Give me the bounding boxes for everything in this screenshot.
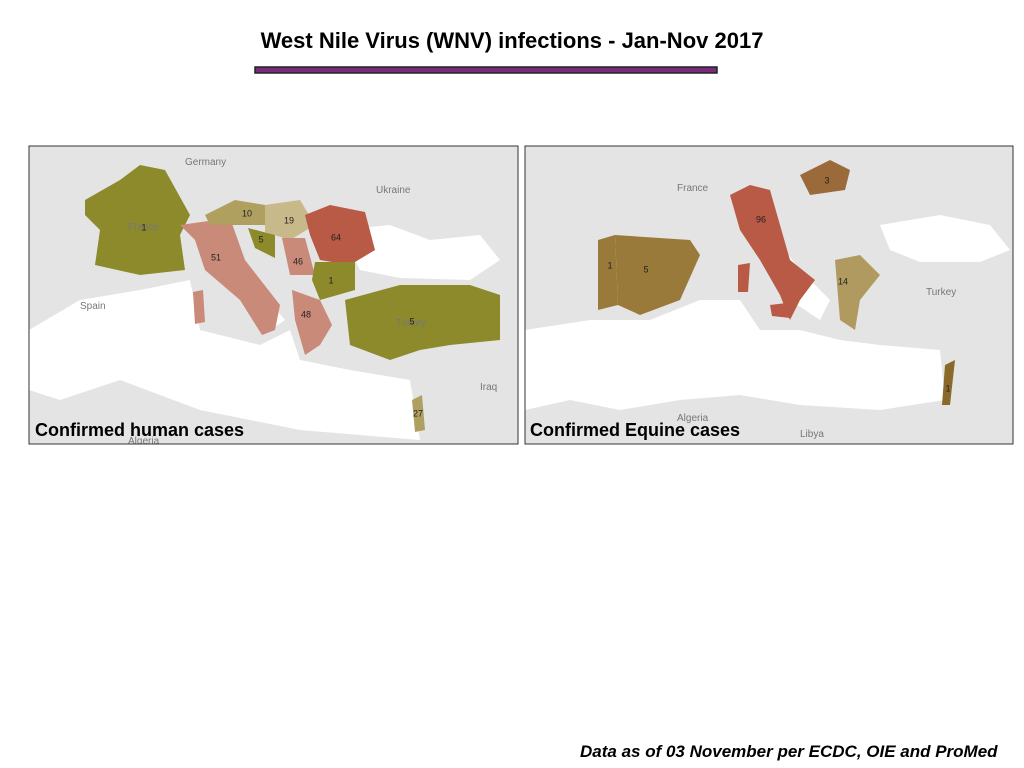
case-count: 19 [284, 215, 294, 225]
place-label: Germany [185, 157, 226, 168]
footer-note: Data as of 03 November per ECDC, OIE and… [580, 742, 998, 761]
place-label: Turkey [926, 287, 956, 298]
place-label: Turkey [396, 318, 426, 329]
place-label: Algeria [677, 413, 709, 424]
case-count: 1 [328, 275, 333, 285]
title: West Nile Virus (WNV) infections - Jan-N… [261, 28, 764, 53]
place-label: Spain [80, 301, 106, 312]
place-label: Libya [800, 429, 824, 440]
case-count: 10 [242, 208, 252, 218]
case-count: 14 [838, 276, 848, 286]
human-map: Germany Ukraine France Spain Turkey Iraq… [29, 146, 518, 447]
case-count: 1 [607, 260, 612, 270]
map-caption: Confirmed human cases [35, 420, 244, 440]
case-count: 1 [141, 222, 146, 232]
case-count: 27 [413, 408, 423, 418]
case-count: 96 [756, 214, 766, 224]
case-count: 51 [211, 252, 221, 262]
case-count: 5 [409, 316, 414, 326]
map-frame [28, 145, 519, 445]
case-count: 3 [824, 175, 829, 185]
case-count: 46 [293, 256, 303, 266]
case-count: 1 [945, 383, 950, 393]
title-underline [254, 66, 718, 74]
map-frame [524, 145, 1014, 445]
case-count: 48 [301, 309, 311, 319]
map-caption: Confirmed Equine cases [530, 420, 740, 440]
place-label: France [677, 183, 709, 194]
case-count: 5 [643, 264, 648, 274]
equine-map: France Turkey Algeria Libya 3 96 1 5 14 … [525, 146, 1013, 444]
case-count: 64 [331, 232, 341, 242]
place-label: Algeria [128, 436, 160, 447]
place-label: Iraq [480, 382, 497, 393]
case-count: 5 [258, 234, 263, 244]
place-label: Ukraine [376, 185, 411, 196]
place-label: France [128, 222, 160, 233]
